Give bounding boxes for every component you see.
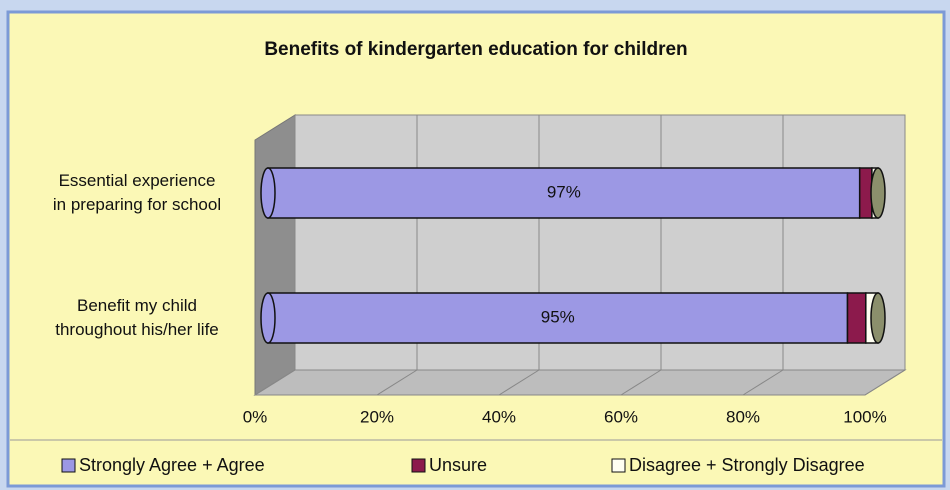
legend-label: Strongly Agree + Agree	[79, 455, 265, 475]
chart-title: Benefits of kindergarten education for c…	[264, 39, 687, 60]
floor-grid-line	[620, 369, 662, 396]
x-tick-label: 0%	[243, 407, 268, 426]
category-label: Benefit my child throughout his/her life	[55, 296, 219, 339]
x-tick-label: 20%	[360, 407, 394, 426]
legend-label: Disagree + Strongly Disagree	[629, 455, 865, 475]
legend-swatch	[611, 458, 626, 473]
floor-grid-line	[254, 369, 296, 396]
bar-cap-right	[870, 292, 886, 344]
bar-cap-right	[870, 167, 886, 219]
floor	[253, 369, 907, 396]
bar-cap-left	[260, 292, 276, 344]
category-label: Essential experience in preparing for sc…	[52, 171, 222, 214]
bar-segment	[267, 292, 849, 344]
side-wall	[254, 114, 296, 396]
legend-swatch	[61, 458, 76, 473]
legend-label: Unsure	[429, 455, 487, 475]
floor-grid-line	[742, 369, 784, 396]
x-tick-label: 60%	[604, 407, 638, 426]
bar-cap-left	[260, 167, 276, 219]
x-tick-label: 40%	[482, 407, 516, 426]
bar-segment	[846, 292, 867, 344]
data-label: 95%	[541, 307, 575, 326]
data-label: 97%	[547, 182, 581, 201]
x-tick-label: 80%	[726, 407, 760, 426]
x-tick-label: 100%	[843, 407, 886, 426]
bar-segment	[858, 167, 873, 219]
legend-swatch	[411, 458, 426, 473]
floor-grid-line	[376, 369, 418, 396]
floor-grid-line	[864, 369, 906, 396]
floor-grid-line	[498, 369, 540, 396]
